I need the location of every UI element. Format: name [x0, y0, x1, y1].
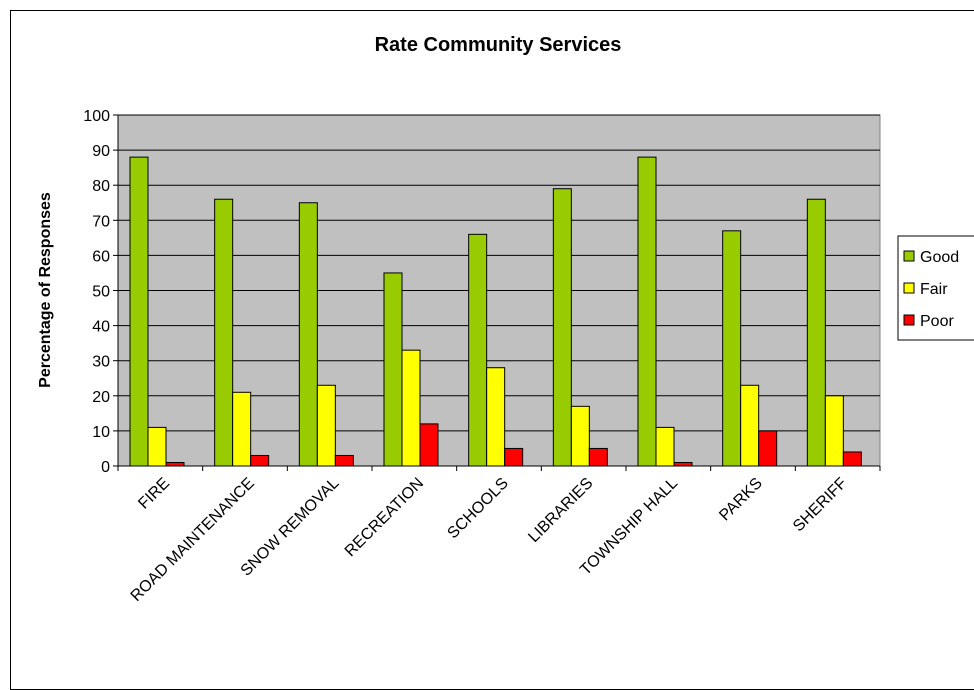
y-tick-label: 50: [92, 284, 110, 301]
bar-poor: [842, 451, 862, 467]
legend-swatch-good: [903, 250, 915, 262]
legend-label-fair: Fair: [920, 281, 948, 298]
y-tick-label: 30: [92, 354, 110, 371]
bar-poor: [419, 423, 439, 467]
bar-good: [637, 156, 657, 467]
legend-swatch-poor: [903, 314, 915, 326]
bar-good: [298, 202, 318, 467]
x-tick-label: SCHOOLS: [444, 475, 511, 542]
bar-poor: [588, 447, 608, 467]
bar-good: [806, 198, 826, 467]
bar-fair: [486, 367, 506, 467]
y-tick-label: 70: [92, 213, 110, 230]
bar-poor: [250, 454, 270, 467]
bar-fair: [401, 349, 421, 467]
bar-fair: [316, 384, 336, 467]
bar-poor: [673, 461, 693, 467]
bar-chart: Rate Community Services Percentage of Re…: [37, 34, 974, 605]
x-tick-label: LIBRARIES: [525, 475, 596, 546]
x-tick-label: RECREATION: [342, 475, 427, 560]
bar-fair: [655, 426, 675, 467]
y-axis-label: Percentage of Responses: [37, 192, 54, 388]
chart-title: Rate Community Services: [375, 34, 622, 56]
bar-good: [552, 188, 572, 467]
legend-label-poor: Poor: [920, 313, 954, 330]
x-tick-label: PARKS: [716, 475, 766, 525]
bar-fair: [147, 426, 167, 467]
bar-good: [214, 198, 234, 467]
bar-good: [129, 156, 149, 467]
bar-fair: [824, 395, 844, 467]
y-tick-label: 60: [92, 248, 110, 265]
bar-poor: [165, 461, 185, 467]
bar-poor: [758, 430, 778, 467]
legend-label-good: Good: [920, 249, 959, 266]
y-tick-label: 0: [101, 459, 110, 476]
y-tick-label: 90: [92, 143, 110, 160]
x-tick-label: SHERIFF: [790, 475, 851, 536]
y-tick-label: 80: [92, 178, 110, 195]
y-tick-label: 20: [92, 389, 110, 406]
bar-good: [383, 272, 403, 467]
x-tick-label: FIRE: [135, 475, 173, 513]
bar-fair: [740, 384, 760, 467]
bar-poor: [334, 454, 354, 467]
bar-fair: [232, 391, 252, 467]
y-tick-label: 10: [92, 424, 110, 441]
bar-poor: [504, 447, 524, 467]
bar-fair: [570, 405, 590, 467]
y-tick-label: 100: [83, 108, 110, 125]
legend-swatch-fair: [903, 282, 915, 294]
y-tick-label: 40: [92, 319, 110, 336]
bar-good: [722, 230, 742, 467]
bar-good: [468, 233, 488, 467]
